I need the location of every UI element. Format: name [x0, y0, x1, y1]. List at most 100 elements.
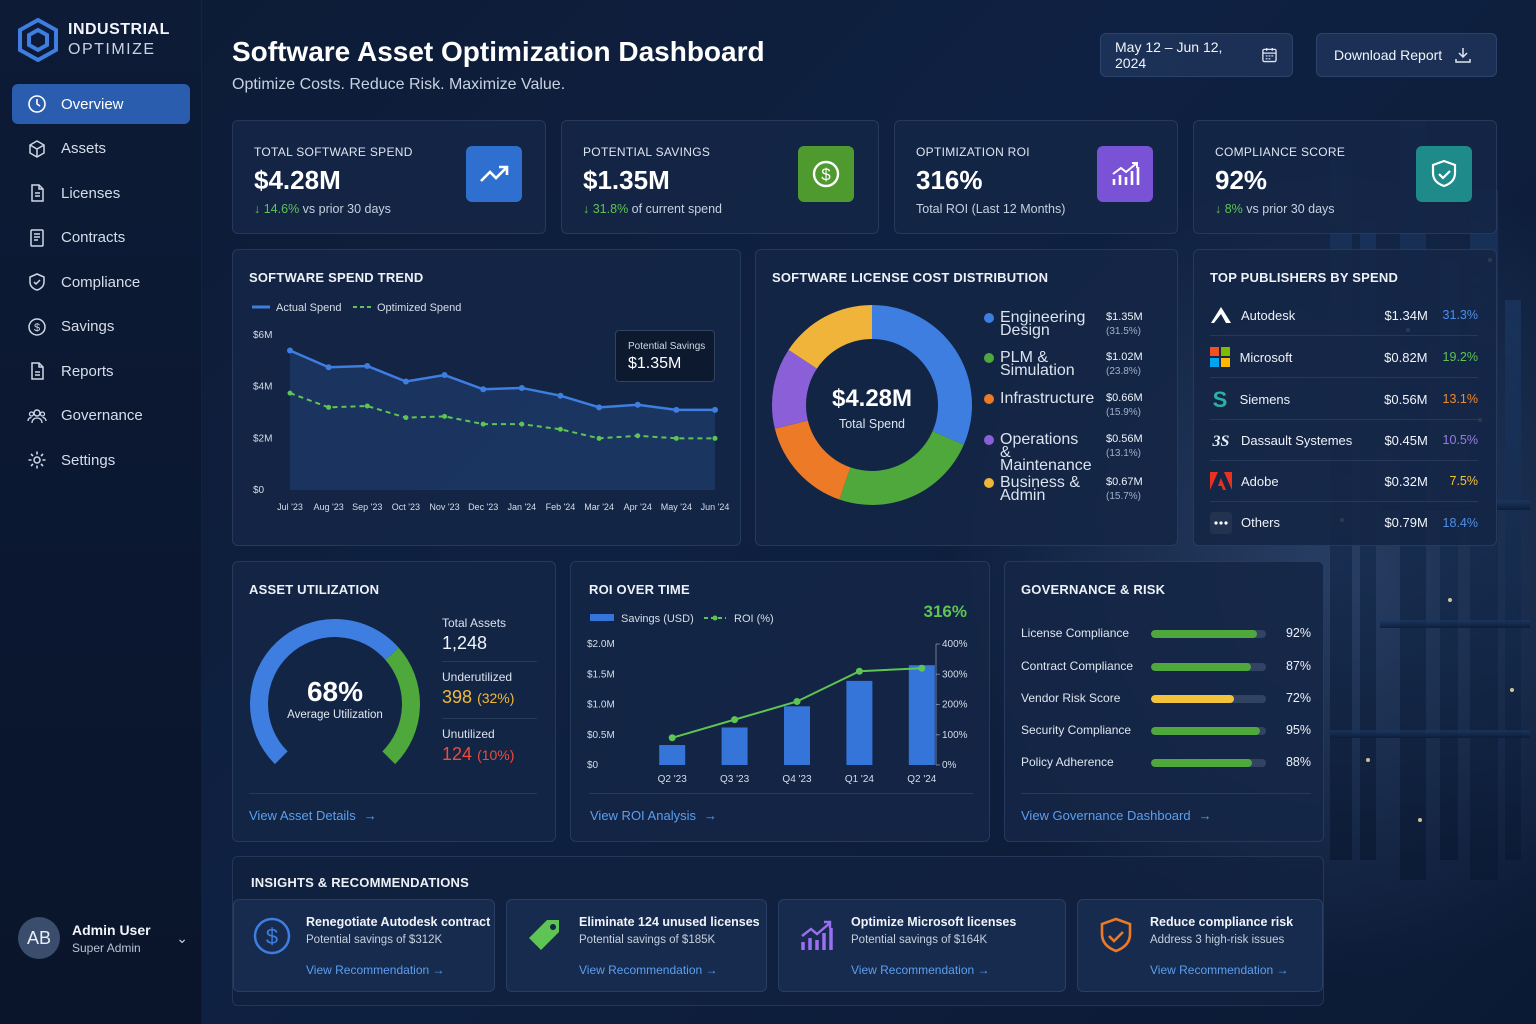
governance-bar-track — [1151, 759, 1266, 767]
kpi-delta-value: 31.8% — [592, 202, 629, 216]
publisher-row-others[interactable]: Others $0.79M 18.4% — [1210, 502, 1478, 543]
legend-savings-swatch — [590, 614, 614, 621]
sidebar-item-settings[interactable]: Settings — [12, 440, 190, 480]
x-tick-label: Feb '24 — [546, 502, 576, 512]
actual-spend-point — [712, 406, 718, 413]
sidebar-item-label: Contracts — [61, 229, 126, 246]
arrow-right-icon: → — [705, 963, 718, 977]
y-tick-label: $1.5M — [587, 669, 615, 680]
sidebar-item-overview[interactable]: Overview — [12, 84, 190, 124]
y-tick-label: $4M — [253, 382, 272, 393]
actual-spend-point — [325, 364, 332, 371]
insight-card-autodesk[interactable]: $ Renegotiate Autodesk contract Potentia… — [233, 899, 495, 992]
optimized-spend-point — [287, 390, 293, 396]
card-title: SOFTWARE LICENSE COST DISTRIBUTION — [772, 270, 1049, 285]
arrow-right-icon: → — [1276, 963, 1289, 977]
sidebar-item-licenses[interactable]: Licenses — [12, 173, 190, 213]
user-menu[interactable]: AB Admin User Super Admin ⌄ — [18, 917, 188, 959]
svg-text:$: $ — [34, 322, 40, 334]
kpi-label: OPTIMIZATION ROI — [916, 145, 1030, 159]
publisher-name: Autodesk — [1241, 307, 1296, 323]
actual-spend-area — [290, 350, 715, 490]
publisher-row-autodesk[interactable]: Autodesk $1.34M 31.3% — [1210, 295, 1478, 336]
savings-bar — [784, 706, 810, 765]
view-recommendation-link[interactable]: View Recommendation → — [579, 963, 718, 977]
publisher-row-adobe[interactable]: Adobe $0.32M 7.5% — [1210, 461, 1478, 502]
x-tick-label: Q3 '23 — [720, 774, 750, 785]
y-tick-label: $6M — [253, 330, 272, 341]
kpi-label: TOTAL SOFTWARE SPEND — [254, 145, 413, 159]
optimized-spend-point — [596, 435, 602, 441]
sidebar-item-governance[interactable]: Governance — [12, 396, 190, 436]
governance-label: Policy Adherence — [1021, 755, 1114, 769]
sidebar-item-compliance[interactable]: Compliance — [12, 262, 190, 302]
insight-card-microsoft[interactable]: Optimize Microsoft licenses Potential sa… — [778, 899, 1066, 992]
date-range-picker[interactable]: May 12 – Jun 12, 2024 — [1100, 33, 1293, 77]
publisher-row-microsoft[interactable]: Microsoft $0.82M 19.2% — [1210, 337, 1478, 378]
sidebar-item-label: Savings — [61, 318, 115, 335]
kpi-potential-savings[interactable]: POTENTIAL SAVINGS $1.35M ↓ 31.8% of curr… — [561, 120, 879, 234]
svg-text:3S: 3S — [1212, 433, 1230, 450]
cube-icon — [29, 139, 45, 158]
sidebar-item-label: Compliance — [61, 273, 141, 291]
governance-pct: 87% — [1285, 659, 1311, 673]
download-icon — [1455, 48, 1471, 63]
kpi-compliance-score[interactable]: COMPLIANCE SCORE 92% ↓ 8% vs prior 30 da… — [1193, 120, 1497, 234]
governance-bar-track — [1151, 695, 1266, 703]
governance-bar-track — [1151, 630, 1266, 638]
roi-point — [731, 716, 739, 724]
total-assets-stat: Total Assets 1,248 — [442, 616, 537, 654]
view-roi-analysis-link[interactable]: View ROI Analysis → — [590, 808, 717, 823]
roi-point — [668, 734, 676, 742]
governance-bar-track — [1151, 663, 1266, 671]
savings-bar — [721, 727, 748, 765]
sidebar-item-assets[interactable]: Assets — [12, 129, 190, 169]
sidebar-item-reports[interactable]: Reports — [12, 351, 190, 391]
view-recommendation-link[interactable]: View Recommendation → — [306, 963, 445, 977]
roi-point — [793, 697, 801, 705]
legend-savings-label: Savings (USD) — [621, 613, 694, 625]
sidebar-item-label: Licenses — [61, 184, 121, 202]
link-label: View Recommendation — [851, 963, 975, 977]
legend-name: PLM & Simulation — [1000, 349, 1075, 379]
spend-trend-chart: Actual Spend Optimized Spend $0 $2M $4M $6M… — [252, 302, 729, 512]
optimized-spend-line — [289, 392, 715, 440]
sidebar-item-label: Overview — [61, 95, 124, 113]
view-recommendation-link[interactable]: View Recommendation → — [851, 963, 990, 977]
view-recommendation-link[interactable]: View Recommendation → — [1150, 963, 1289, 977]
y-tick-label: $0 — [253, 485, 265, 496]
publisher-pct: 31.3% — [1442, 308, 1478, 322]
insight-card-compliance-risk[interactable]: Reduce compliance risk Address 3 high-ri… — [1077, 899, 1323, 992]
view-asset-details-link[interactable]: View Asset Details → — [249, 808, 377, 823]
kpi-optimization-roi[interactable]: OPTIMIZATION ROI 316% Total ROI (Last 12… — [894, 120, 1178, 234]
divider — [442, 718, 537, 719]
kpi-label: COMPLIANCE SCORE — [1215, 145, 1346, 159]
publisher-row-siemens[interactable]: S Siemens $0.56M 13.1% — [1210, 379, 1478, 420]
x-tick-label: Sep '23 — [352, 502, 382, 512]
sidebar-item-savings[interactable]: $ Savings — [12, 307, 190, 347]
view-governance-dashboard-link[interactable]: View Governance Dashboard → — [1021, 808, 1212, 823]
stat-value: 124 — [442, 744, 473, 764]
insight-card-unused-licenses[interactable]: Eliminate 124 unused licenses Potential … — [506, 899, 767, 992]
publisher-name: Dassault Systemes — [1241, 432, 1353, 448]
card-title: ASSET UTILIZATION — [249, 582, 380, 597]
x-tick-label: Apr '24 — [624, 502, 652, 512]
legend-actual-label: Actual Spend — [276, 302, 341, 314]
publisher-row-dassault[interactable]: 3S Dassault Systemes $0.45M 10.5% — [1210, 420, 1478, 461]
kpi-total-spend[interactable]: TOTAL SOFTWARE SPEND $4.28M ↓ 14.6% vs p… — [232, 120, 546, 234]
publisher-name: Microsoft — [1239, 349, 1293, 365]
gear-icon — [28, 451, 46, 469]
actual-spend-point — [596, 404, 603, 411]
x-tick-label: Q4 '23 — [782, 774, 812, 785]
user-name: Admin User — [72, 921, 151, 938]
app-logo[interactable]: INDUSTRIAL OPTIMIZE — [18, 18, 170, 62]
optimized-spend-point — [712, 435, 718, 441]
chevron-down-icon[interactable]: ⌄ — [176, 929, 188, 946]
underutilized-stat: Underutilized 398 (32%) — [442, 670, 537, 708]
top-publishers-card: TOP PUBLISHERS BY SPEND Autodesk $1.34M … — [1193, 249, 1497, 546]
sidebar-item-contracts[interactable]: Contracts — [12, 218, 190, 258]
download-report-button[interactable]: Download Report — [1316, 33, 1497, 77]
kpi-icon-box — [1416, 146, 1472, 202]
asset-utilization-card: ASSET UTILIZATION 68% Average Utilizatio… — [232, 561, 556, 842]
publisher-name: Siemens — [1239, 391, 1291, 407]
